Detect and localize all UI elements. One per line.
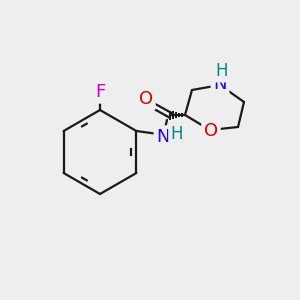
Text: N: N <box>213 75 227 93</box>
Text: O: O <box>204 122 218 140</box>
Text: O: O <box>139 90 153 108</box>
Text: H: H <box>216 62 228 80</box>
Text: N: N <box>156 128 170 146</box>
Text: F: F <box>95 83 105 101</box>
Text: H: H <box>171 125 183 143</box>
